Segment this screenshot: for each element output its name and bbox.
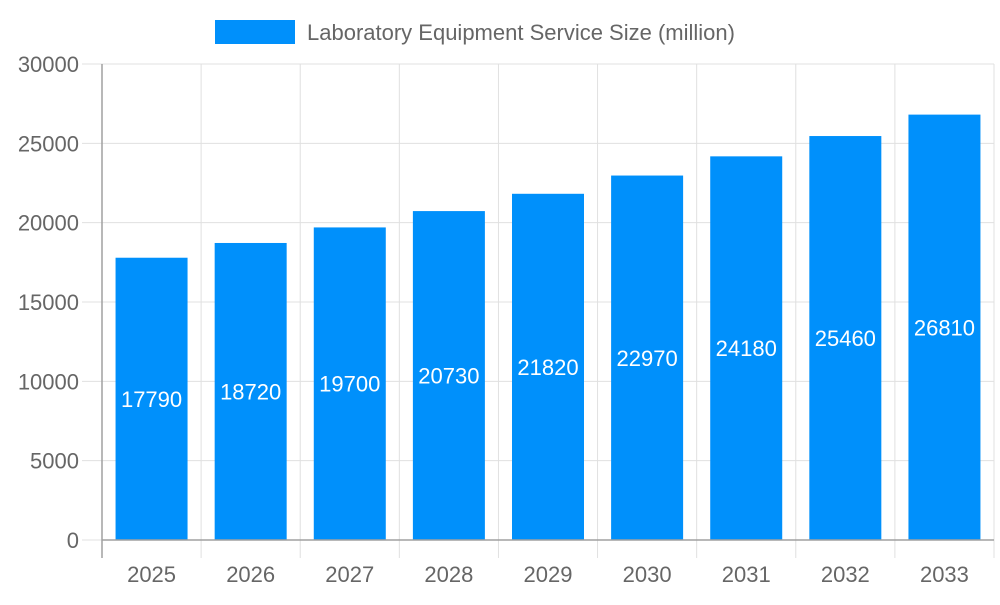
data-label: 19700 <box>319 372 380 397</box>
y-tick-label: 25000 <box>18 131 79 156</box>
bar <box>908 114 981 540</box>
data-label: 21820 <box>517 355 578 380</box>
axes: 0 5000 10000 15000 20000 25000 30000 2025 2026 20… <box>18 52 994 587</box>
y-tick-label: 10000 <box>18 369 79 394</box>
bar <box>214 242 287 540</box>
y-tick-label: 15000 <box>18 290 79 315</box>
data-label: 26810 <box>914 315 975 340</box>
data-label: 17790 <box>121 387 182 412</box>
data-label: 24180 <box>716 336 777 361</box>
data-label: 20730 <box>418 364 479 389</box>
legend-swatch <box>215 20 295 44</box>
x-tick-label: 2026 <box>226 562 275 587</box>
legend[interactable]: Laboratory Equipment Service Size (milli… <box>215 20 735 45</box>
y-tick-label: 20000 <box>18 211 79 236</box>
bar <box>115 257 188 540</box>
bar <box>710 156 783 540</box>
x-tick-label: 2030 <box>623 562 672 587</box>
bar <box>313 227 386 540</box>
data-label: 25460 <box>815 326 876 351</box>
x-tick-label: 2031 <box>722 562 771 587</box>
data-label: 18720 <box>220 379 281 404</box>
bar <box>809 136 882 540</box>
bar <box>412 211 485 541</box>
bar <box>512 193 584 540</box>
bars: 17790 18720 19700 20730 21820 22970 24180 25460… <box>115 114 981 541</box>
x-tick-label: 2025 <box>127 562 176 587</box>
x-tick-label: 2028 <box>424 562 473 587</box>
data-label: 22970 <box>617 346 678 371</box>
x-tick-label: 2027 <box>325 562 374 587</box>
x-tick-label: 2029 <box>524 562 573 587</box>
y-tick-label: 30000 <box>18 52 79 77</box>
bar <box>611 175 684 540</box>
legend-label: Laboratory Equipment Service Size (milli… <box>307 20 735 45</box>
x-tick-label: 2032 <box>821 562 870 587</box>
y-tick-label: 5000 <box>30 449 79 474</box>
x-tick-label: 2033 <box>920 562 969 587</box>
y-tick-label: 0 <box>67 528 79 553</box>
